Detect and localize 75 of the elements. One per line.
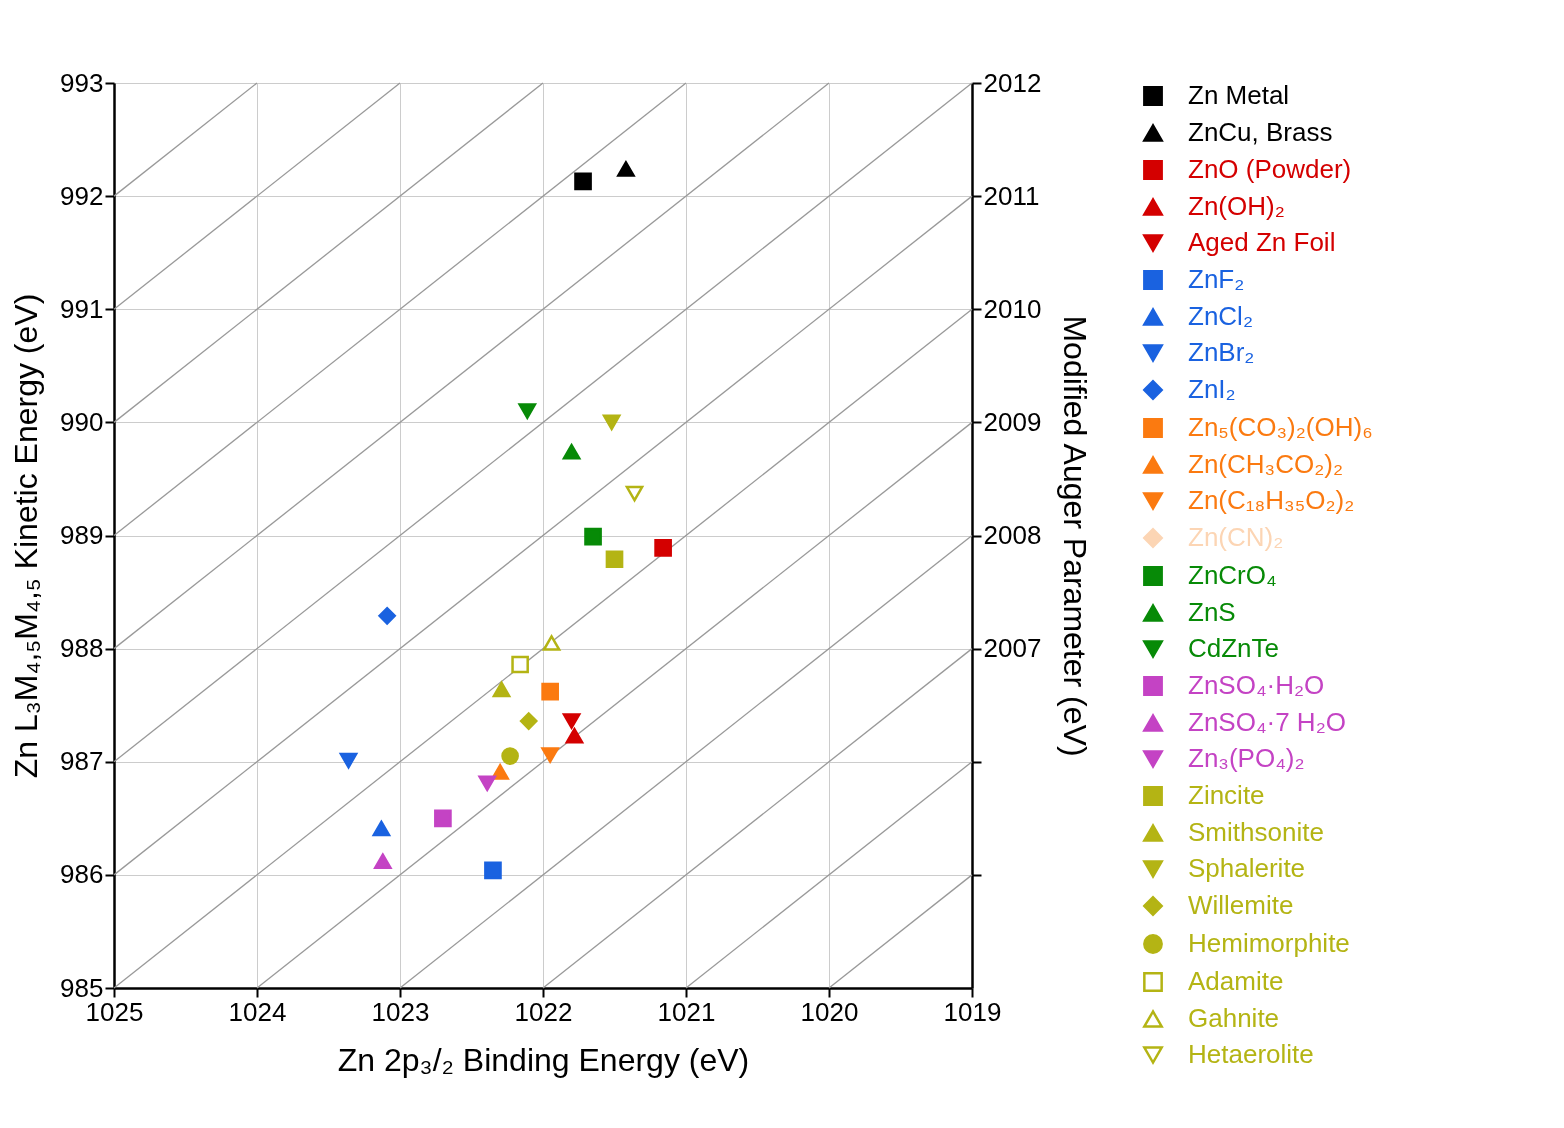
- point: [492, 681, 511, 698]
- x-tick-label: 1019: [943, 996, 1002, 1027]
- y2-axis-title: Modified Auger Parameter (eV): [1057, 315, 1094, 757]
- point: [562, 443, 581, 460]
- point: [541, 747, 559, 763]
- legend-label: Zn(CH₃CO₂)₂: [1188, 449, 1343, 479]
- legend-label: Hemimorphite: [1188, 928, 1350, 958]
- x-tick-label: 1024: [228, 996, 287, 1027]
- y2-tick-label: 2010: [983, 293, 1042, 324]
- legend-label: Hetaerolite: [1188, 1039, 1314, 1069]
- legend-label: Zn Metal: [1188, 80, 1290, 110]
- point: [374, 853, 392, 870]
- point: [484, 861, 502, 880]
- point: [602, 414, 621, 431]
- point: [584, 527, 602, 546]
- x-tick-label: 1021: [657, 996, 716, 1027]
- point: [542, 635, 561, 651]
- point: [654, 539, 672, 557]
- legend-label: Zn(CN)₂: [1188, 522, 1284, 552]
- legend-label: Sphalerite: [1188, 853, 1306, 883]
- legend-label: Zincite: [1188, 780, 1265, 810]
- legend-label: Zn₃(PO₄)₂: [1188, 743, 1305, 773]
- x-axis-title: Zn 2p₃/₂ Binding Energy (eV): [337, 1041, 750, 1078]
- point: [478, 775, 497, 792]
- point: [434, 809, 452, 828]
- point: [501, 747, 519, 765]
- legend-label: ZnS: [1188, 597, 1236, 627]
- point: [562, 713, 581, 729]
- x-tick-label: 1022: [514, 996, 573, 1027]
- legend-label: Zn(OH)₂: [1188, 191, 1285, 221]
- legend-label: Aged Zn Foil: [1188, 227, 1336, 257]
- point: [574, 172, 592, 191]
- legend-label: ZnCu, Brass: [1188, 117, 1333, 147]
- point: [625, 485, 644, 502]
- legend-label: ZnSO₄·H₂O: [1188, 670, 1325, 700]
- y2-tick-label: 2012: [983, 67, 1042, 98]
- legend-label: Adamite: [1188, 966, 1284, 996]
- legend-label: CdZnTe: [1188, 633, 1280, 663]
- point: [339, 752, 358, 769]
- y-tick-label: 986: [60, 859, 104, 890]
- y-tick-label: 992: [60, 180, 104, 211]
- y2-tick-label: 2011: [983, 180, 1040, 211]
- point: [605, 550, 624, 569]
- y2-tick-label: 2008: [983, 520, 1042, 550]
- legend-label: ZnF₂: [1188, 264, 1245, 294]
- legend-label: ZnO (Powder): [1188, 154, 1352, 184]
- legend-label: Willemite: [1188, 890, 1294, 920]
- y2-tick-label: 2009: [983, 406, 1042, 437]
- legend-label: Zn₅(CO₃)₂(OH)₆: [1188, 412, 1373, 442]
- legend-label: Smithsonite: [1188, 817, 1324, 847]
- y2-tick-label: 2007: [983, 633, 1042, 664]
- point: [565, 727, 584, 744]
- x-tick-label: 1020: [800, 996, 859, 1027]
- point: [518, 403, 537, 419]
- legend-label: Gahnite: [1188, 1003, 1280, 1033]
- point: [378, 606, 396, 625]
- point: [541, 682, 559, 701]
- y-axis-title: Zn L₃M₄,₅M₄,₅ Kinetic Energy (eV): [8, 293, 45, 779]
- point: [511, 655, 529, 674]
- point: [519, 712, 538, 730]
- legend-label: ZnCrO₄: [1188, 560, 1277, 590]
- y-tick-label: 988: [60, 633, 104, 664]
- legend-label: ZnI₂: [1188, 374, 1236, 404]
- legend-label: ZnSO₄·7 H₂O: [1188, 707, 1346, 737]
- x-tick-label: 1023: [371, 996, 430, 1027]
- y-tick-label: 991: [60, 293, 104, 324]
- y-tick-label: 989: [60, 520, 104, 550]
- point: [372, 820, 391, 837]
- y-tick-label: 987: [60, 746, 104, 777]
- legend-label: Zn(C₁₈H₃₅O₂)₂: [1188, 485, 1355, 515]
- legend-label: ZnBr₂: [1188, 337, 1255, 367]
- y-tick-label: 993: [60, 67, 104, 98]
- legend-label: ZnCl₂: [1188, 301, 1253, 331]
- point: [617, 161, 635, 177]
- y-tick-label: 990: [60, 406, 104, 437]
